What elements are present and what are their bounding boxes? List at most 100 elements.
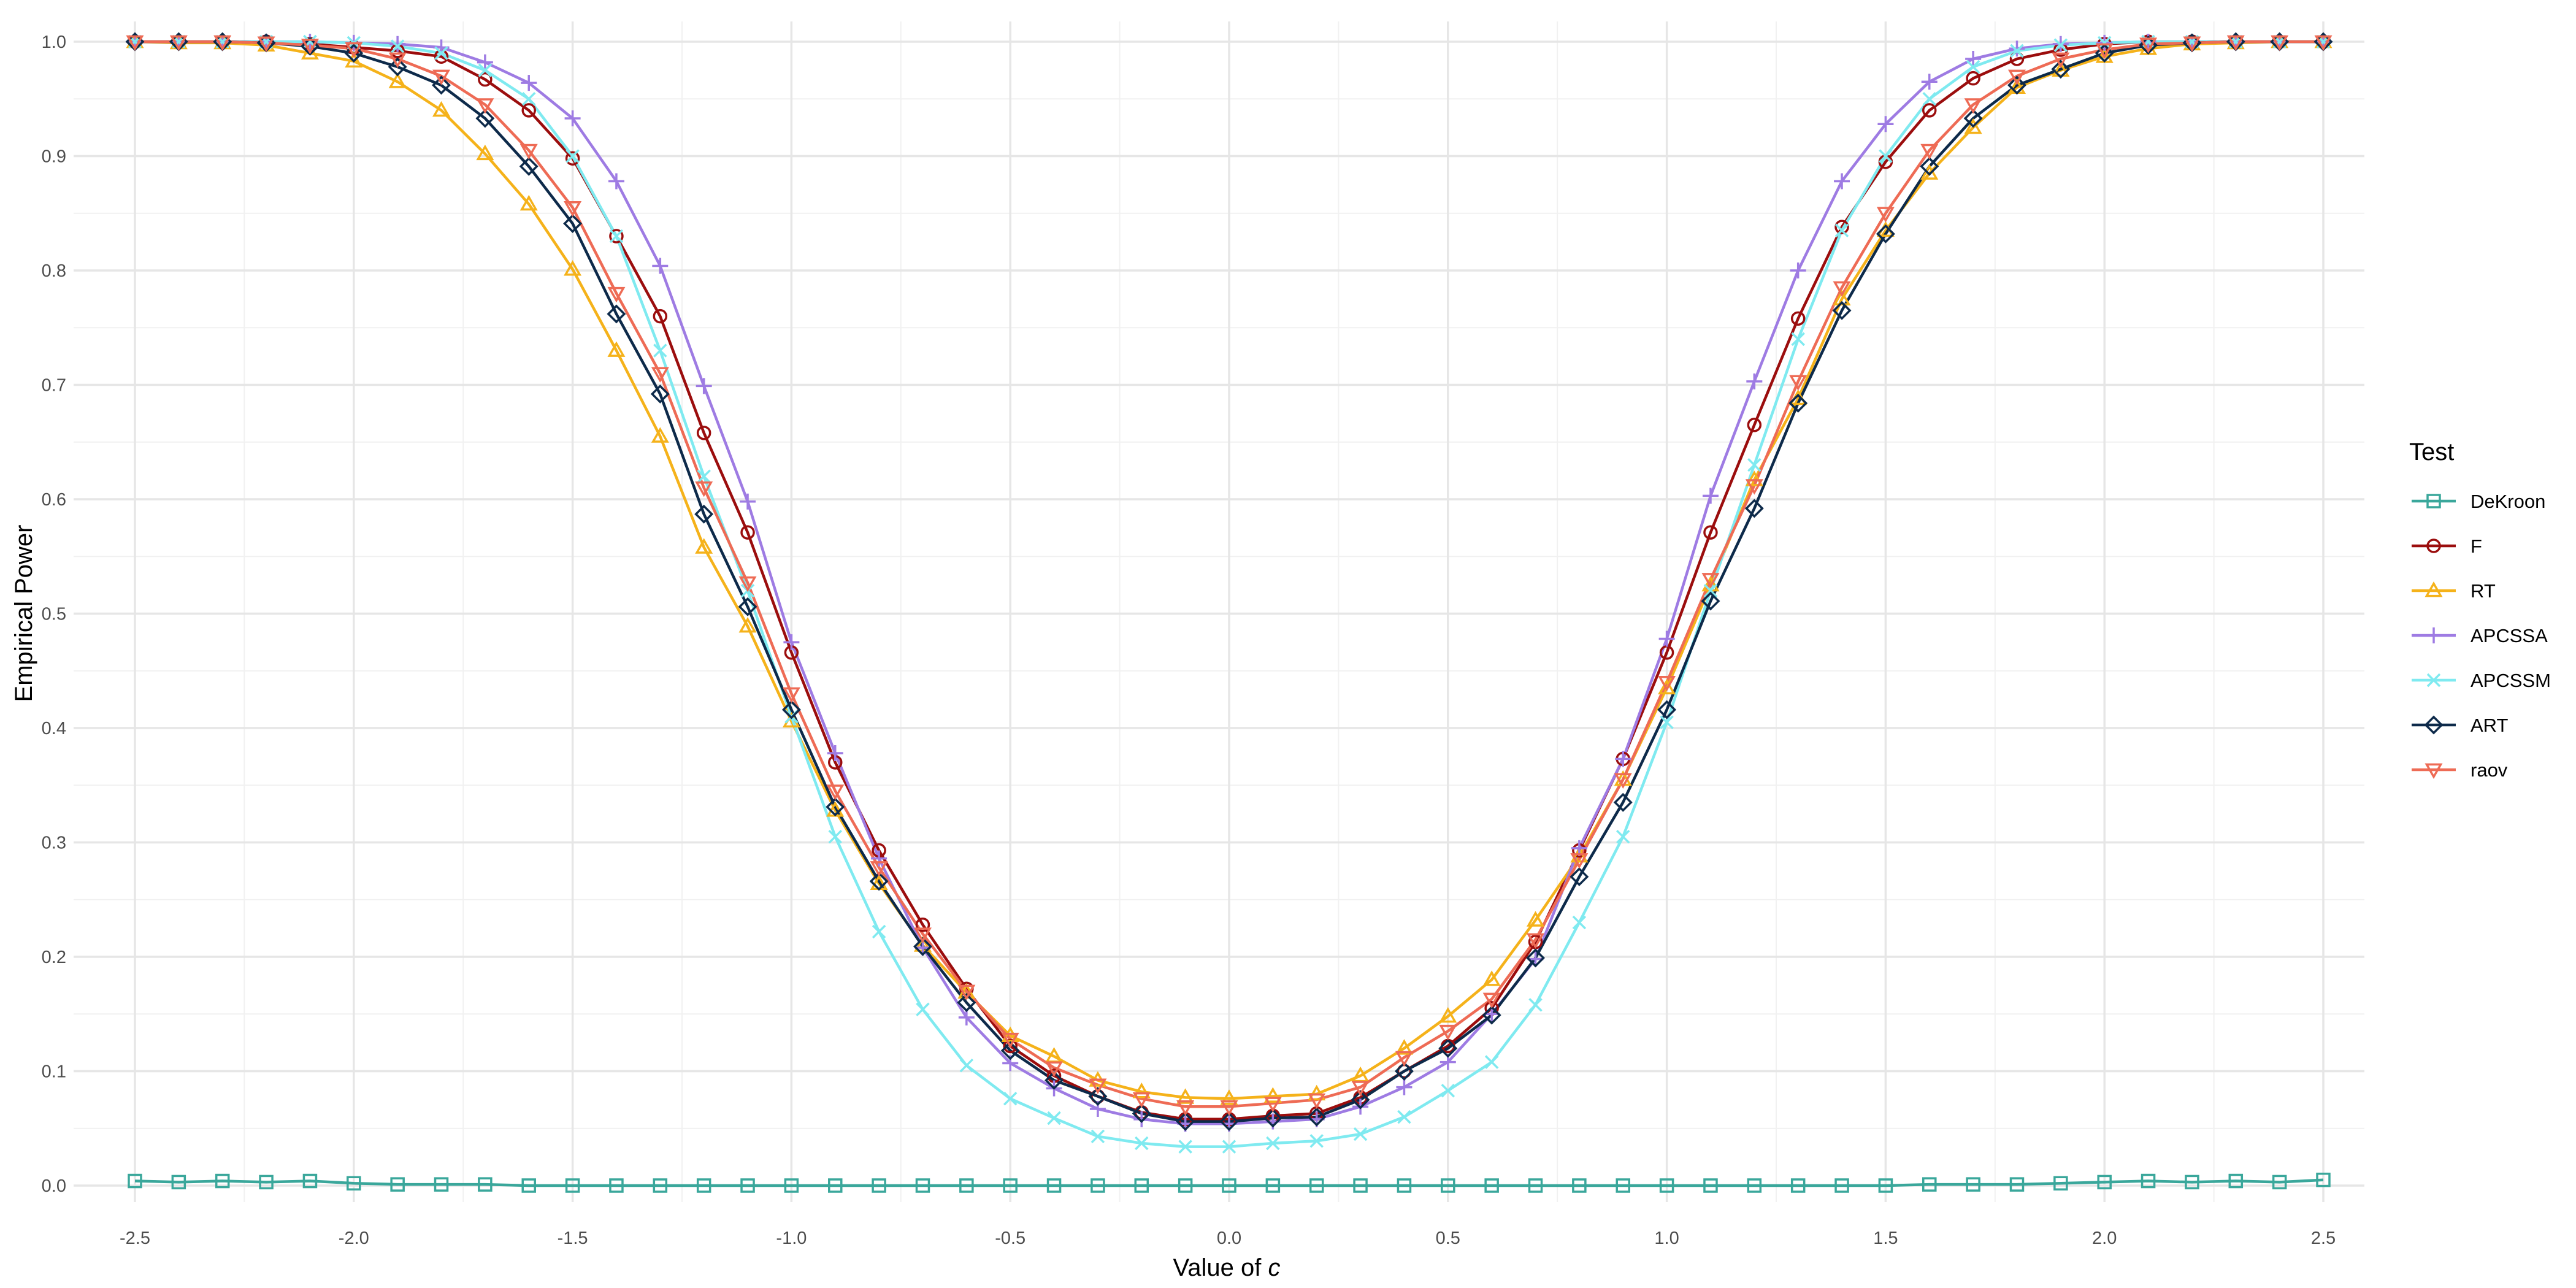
data-point-apcssa	[1790, 263, 1806, 278]
x-tick-label: 1.5	[1873, 1229, 1898, 1248]
legend-key-marker	[2424, 715, 2444, 735]
data-point-rt	[651, 427, 669, 443]
data-point-raov	[1001, 1032, 1019, 1049]
data-point-dekroon	[1966, 1177, 1980, 1192]
data-point-rt	[1395, 1039, 1413, 1055]
x-tick-label: 1.0	[1654, 1229, 1679, 1248]
data-point-rt	[1833, 289, 1851, 305]
data-point-apcssa	[1133, 1111, 1150, 1127]
data-point-apcssm	[872, 924, 886, 939]
data-point-f	[1790, 311, 1806, 326]
legend-label-apcssa: APCSSA	[2471, 625, 2548, 646]
data-point-dekroon	[1572, 1178, 1587, 1193]
data-point-rt	[1745, 470, 1763, 486]
data-point-apcssm	[1484, 1055, 1499, 1069]
y-tick-label: 0.6	[42, 490, 66, 510]
x-tick-label: -1.0	[776, 1229, 807, 1248]
series-line-rt	[134, 40, 2323, 1100]
legend-label-f: F	[2471, 535, 2482, 557]
data-point-art	[1963, 109, 1983, 128]
data-point-raov	[1132, 1092, 1151, 1108]
data-point-dekroon	[1528, 1178, 1543, 1193]
data-point-rt	[564, 260, 582, 276]
data-point-raov	[2226, 35, 2245, 52]
data-point-art	[738, 597, 757, 616]
x-tick-label: -0.5	[995, 1229, 1025, 1248]
data-point-raov	[1658, 676, 1676, 692]
data-point-apcssm	[2097, 36, 2112, 50]
legend-item-rt: RT	[2412, 580, 2496, 602]
legend-item-dekroon: DeKroon	[2412, 491, 2545, 512]
data-point-f	[915, 918, 930, 932]
data-point-art	[475, 109, 495, 128]
data-point-art	[1263, 1108, 1282, 1128]
data-point-apcssm	[1222, 1140, 1236, 1154]
data-point-rt	[2052, 61, 2070, 77]
data-point-apcssm	[522, 92, 536, 106]
data-point-art	[1351, 1090, 1370, 1110]
data-point-art	[650, 384, 670, 404]
data-point-f	[1966, 71, 1980, 86]
x-tick-label: -1.5	[558, 1229, 588, 1248]
data-point-raov	[695, 481, 713, 497]
data-point-rt	[1308, 1084, 1326, 1101]
y-tick-label: 0.4	[42, 719, 66, 738]
data-point-raov	[345, 42, 363, 58]
data-point-dekroon	[609, 1178, 624, 1193]
series-points-raov	[126, 35, 2333, 1116]
data-point-dekroon	[347, 1176, 361, 1191]
data-point-rt	[301, 44, 319, 60]
data-point-art	[1132, 1104, 1151, 1123]
data-point-art	[1832, 301, 1852, 320]
legend-key-marker	[2425, 581, 2443, 597]
data-point-art	[607, 304, 626, 324]
data-point-art	[1482, 1005, 1501, 1025]
data-point-rt	[695, 538, 713, 554]
data-point-dekroon	[434, 1177, 449, 1192]
data-point-apcssm	[1572, 915, 1587, 930]
data-point-art	[1744, 499, 1764, 518]
data-point-f	[1703, 525, 1718, 540]
legend-item-apcssa: APCSSA	[2412, 625, 2548, 646]
data-point-raov	[1220, 1100, 1238, 1116]
data-point-rt	[345, 52, 363, 68]
data-point-art	[388, 57, 407, 77]
data-point-f	[696, 426, 711, 440]
y-tick-label: 0.3	[42, 834, 66, 853]
data-point-rt	[432, 101, 451, 117]
data-point-raov	[826, 784, 845, 800]
data-point-apcssm	[959, 1058, 974, 1073]
data-point-apcssa	[2009, 40, 2025, 57]
data-point-dekroon	[1353, 1178, 1368, 1193]
legend-item-apcssm: APCSSM	[2412, 670, 2551, 691]
data-point-dekroon	[1003, 1178, 1018, 1193]
data-point-art	[913, 937, 932, 956]
data-point-f	[609, 229, 624, 243]
data-point-art	[1088, 1087, 1108, 1106]
data-point-f	[740, 525, 755, 540]
data-point-apcssa	[740, 493, 756, 510]
legend-item-raov: raov	[2412, 759, 2508, 781]
data-point-raov	[1308, 1093, 1326, 1110]
data-point-rt	[1176, 1088, 1195, 1104]
data-point-rt	[1263, 1087, 1282, 1103]
data-point-dekroon	[653, 1178, 668, 1193]
data-point-raov	[870, 861, 888, 877]
data-point-apcssm	[1834, 223, 1849, 237]
data-point-raov	[1876, 207, 1895, 223]
data-point-raov	[564, 201, 582, 217]
x-tick-label: 0.0	[1217, 1229, 1241, 1248]
legend-key-marker	[2425, 763, 2443, 780]
data-point-dekroon	[2141, 1173, 2156, 1189]
legend-label-art: ART	[2471, 715, 2509, 736]
data-point-raov	[651, 367, 669, 383]
data-point-dekroon	[1922, 1177, 1937, 1192]
data-point-dekroon	[2009, 1177, 2025, 1192]
data-point-dekroon	[1790, 1178, 1806, 1193]
data-point-apcssa	[521, 75, 537, 91]
data-point-dekroon	[521, 1178, 536, 1193]
data-point-apcssm	[1003, 1092, 1018, 1106]
data-point-apcssm	[1441, 1083, 1455, 1098]
x-tick-label: 2.5	[2311, 1229, 2336, 1248]
series-points-dekroon	[128, 1172, 2331, 1193]
